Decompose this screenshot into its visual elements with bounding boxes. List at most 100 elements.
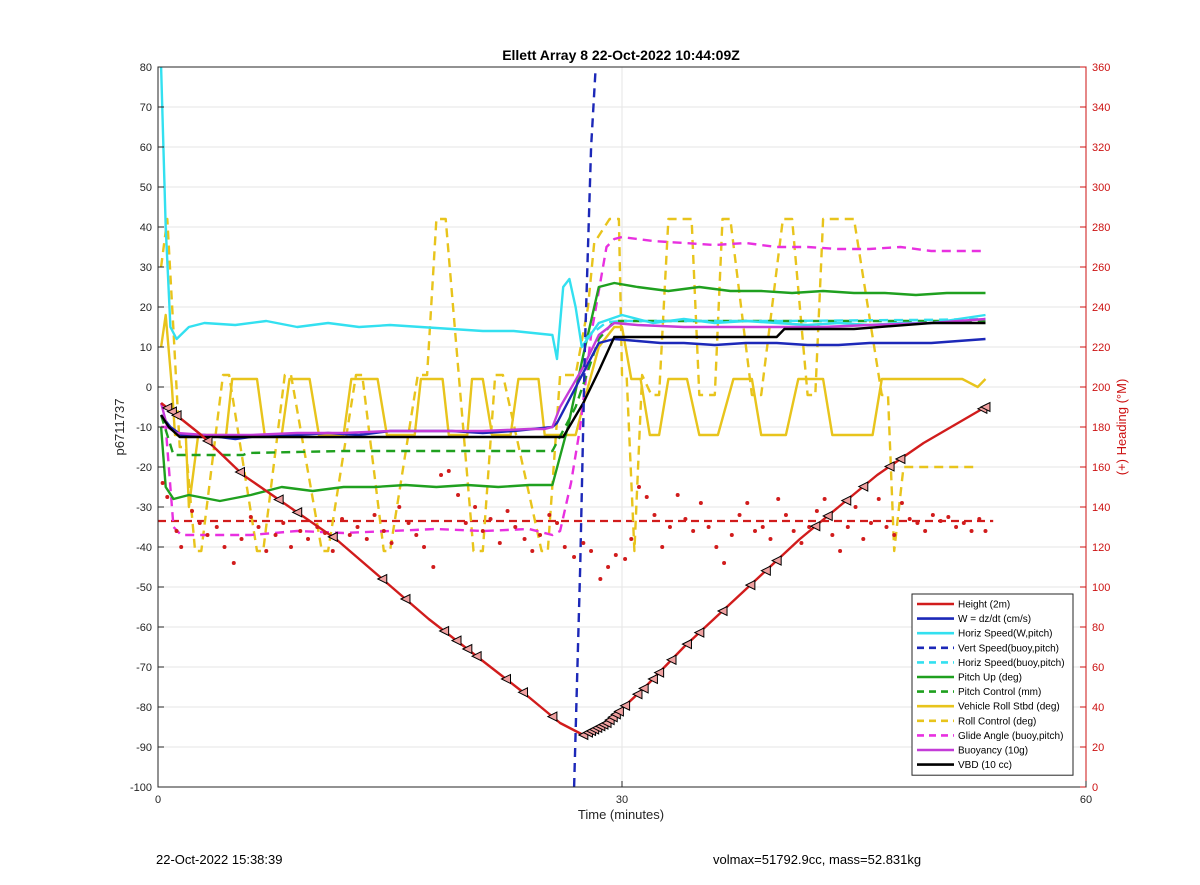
footer-volmax-mass: volmax=51792.9cc, mass=52.831kg — [713, 852, 922, 867]
heading-point — [861, 537, 866, 541]
y-axis-label-left: p6711737 — [112, 399, 127, 456]
y-tick-label-right: 280 — [1092, 222, 1110, 234]
heading-point — [431, 565, 436, 569]
heading-point — [745, 501, 750, 505]
height-marker — [857, 481, 869, 492]
legend: Height (2m) W = dz/dt (cm/s) Horiz Speed(W… — [911, 593, 1074, 776]
heading-point — [456, 493, 461, 497]
y-tick-label-left: -80 — [136, 702, 152, 714]
height-marker — [631, 688, 643, 700]
heading-point — [306, 537, 311, 541]
heading-point — [961, 521, 966, 525]
heading-point — [505, 509, 510, 513]
heading-point — [330, 549, 335, 553]
heading-point — [205, 533, 210, 537]
legend-label: Roll Control (deg) — [958, 716, 1036, 727]
heading-point — [845, 525, 850, 529]
legend-label: VBD (10 cc) — [958, 760, 1012, 771]
heading-point — [683, 517, 688, 521]
height-marker — [653, 667, 665, 678]
heading-point — [714, 545, 719, 549]
heading-point — [422, 545, 427, 549]
y-tick-label-right: 240 — [1092, 302, 1110, 314]
legend-box — [911, 593, 1074, 776]
y-tick-label-left: -30 — [136, 502, 152, 514]
heading-point — [581, 541, 586, 545]
heading-point — [446, 469, 451, 473]
heading-point — [179, 545, 184, 549]
heading-point — [513, 525, 518, 529]
heading-point — [538, 533, 543, 537]
legend-label: Pitch Up (deg) — [958, 673, 1022, 684]
heading-point — [547, 513, 552, 517]
heading-point — [340, 517, 345, 521]
series-line-roll-ctrl — [159, 217, 978, 553]
y-tick-label-left: 10 — [140, 342, 152, 354]
heading-point — [876, 497, 881, 501]
height-marker — [500, 673, 511, 685]
y-tick-label-right: 220 — [1092, 342, 1110, 354]
heading-point — [915, 521, 920, 525]
heading-point — [830, 533, 835, 537]
heading-point — [838, 549, 843, 553]
height-marker — [470, 650, 482, 662]
heading-point — [884, 525, 889, 529]
heading-point — [706, 525, 711, 529]
height-marker — [291, 507, 303, 518]
heading-point — [473, 505, 478, 509]
y-tick-label-right: 0 — [1092, 782, 1098, 794]
legend-label: Horiz Speed(W,pitch) — [958, 629, 1052, 640]
heading-point — [822, 497, 827, 501]
legend-label: Pitch Control (mm) — [958, 687, 1041, 698]
grid — [157, 66, 1087, 788]
heading-point — [522, 537, 527, 541]
y-tick-label-left: 30 — [140, 262, 152, 274]
heading-point — [954, 525, 959, 529]
heading-point — [281, 521, 286, 525]
heading-point — [355, 525, 360, 529]
heading-point — [463, 521, 468, 525]
height-marker — [613, 706, 624, 717]
heading-point — [899, 501, 904, 505]
heading-point — [691, 529, 696, 533]
height-marker — [438, 625, 450, 637]
heading-point — [406, 521, 411, 525]
heading-point — [776, 497, 781, 501]
y-tick-label-left: 60 — [140, 142, 152, 154]
heading-point — [231, 561, 236, 565]
heading-point — [248, 515, 253, 519]
heading-point — [946, 515, 951, 519]
heading-point — [768, 537, 773, 541]
height-marker — [760, 565, 771, 576]
heading-point — [239, 537, 244, 541]
heading-points — [160, 469, 988, 581]
heading-point — [381, 529, 386, 533]
x-axis-label: Time (minutes) — [578, 807, 664, 822]
heading-point — [807, 525, 812, 529]
height-marker — [461, 643, 473, 655]
heading-point — [760, 525, 765, 529]
heading-point — [347, 533, 352, 537]
height-marker — [638, 683, 649, 694]
height-marker — [450, 635, 462, 646]
heading-point — [698, 501, 703, 505]
legend-label: Buoyancy (10g) — [958, 746, 1028, 757]
legend-label: Vehicle Roll Stbd (deg) — [958, 702, 1060, 713]
heading-point — [298, 529, 303, 533]
heading-point — [165, 495, 170, 499]
height-marker — [170, 409, 182, 421]
x-tick-label: 60 — [1080, 794, 1092, 806]
series-line-glide — [161, 235, 986, 537]
height-marker — [716, 605, 728, 617]
heading-point — [853, 505, 858, 509]
heading-point — [637, 485, 642, 489]
heading-point — [364, 537, 369, 541]
height-marker — [234, 466, 245, 478]
series-line-vbd — [160, 321, 986, 439]
y-tick-label-left: -60 — [136, 622, 152, 634]
height-marker — [399, 593, 411, 605]
heading-point — [562, 545, 567, 549]
heading-point — [397, 505, 402, 509]
heading-point — [214, 525, 219, 529]
